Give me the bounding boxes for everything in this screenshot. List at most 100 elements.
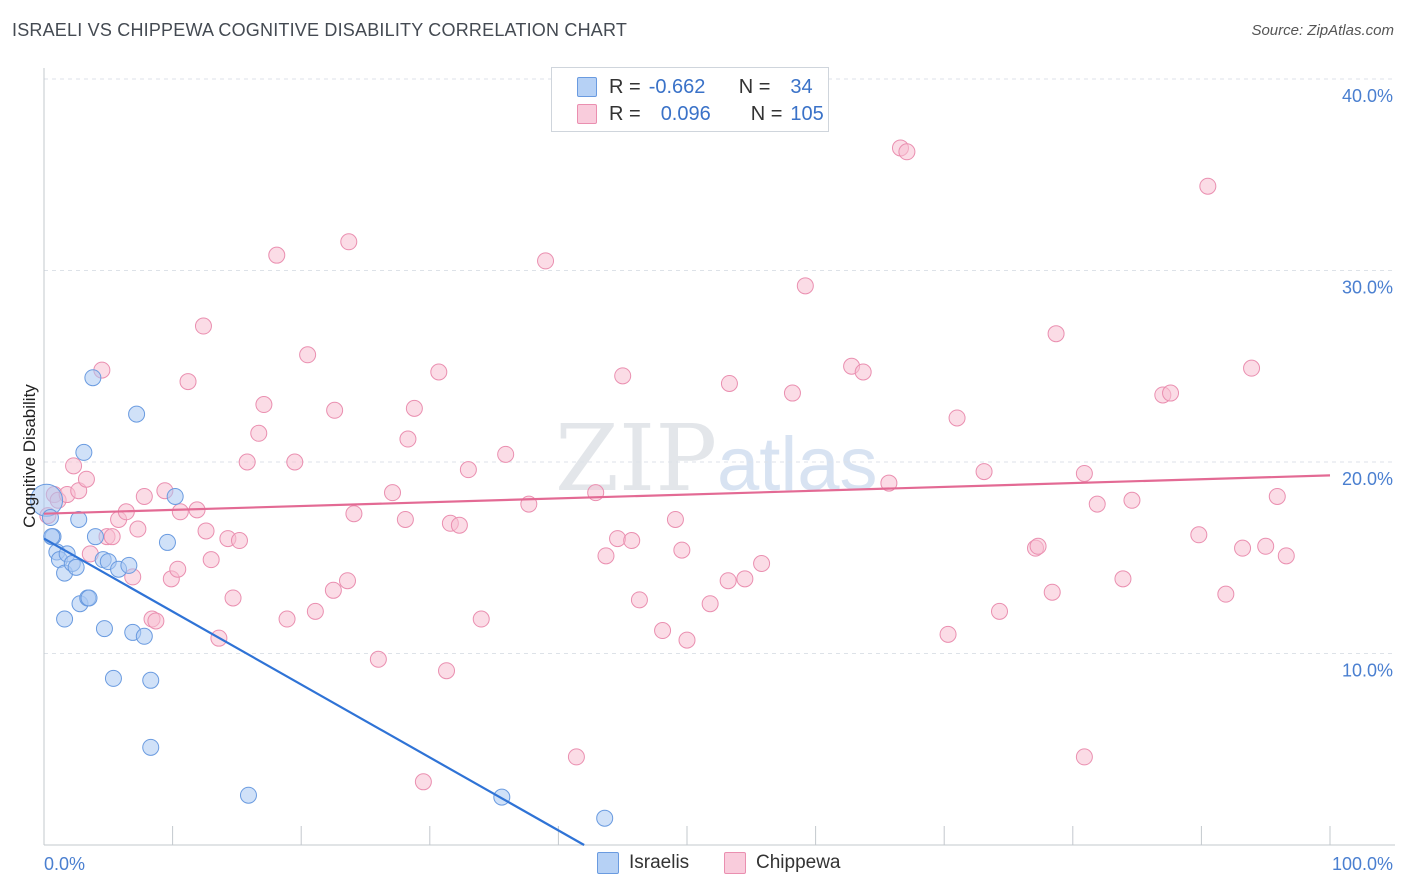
israelis-point [86, 528, 104, 546]
bottom-legend: Israelis Chippewa [0, 852, 1406, 878]
chippewa-point [614, 367, 632, 385]
israelis-swatch [577, 77, 597, 97]
y-tick-label: 40.0% [1342, 86, 1393, 106]
chippewa-point [1029, 537, 1047, 555]
chippewa-point [202, 551, 220, 569]
israelis-point [84, 369, 102, 387]
chippewa-point [268, 246, 286, 264]
legend-r-label: R = [609, 75, 641, 98]
y-tick-label: 20.0% [1342, 469, 1393, 489]
chippewa-point [326, 401, 344, 419]
chippewa-point [623, 532, 641, 550]
chippewa-point [430, 363, 448, 381]
axes [43, 68, 1395, 846]
chippewa-swatch [724, 852, 746, 874]
chippewa-label: Chippewa [756, 852, 841, 873]
chippewa-point [147, 612, 165, 630]
chippewa-point [338, 572, 356, 590]
y-tick-label: 10.0% [1342, 661, 1393, 681]
legend-row-israelis: R = -0.662 N = 34 [552, 73, 813, 101]
chippewa-point [324, 581, 342, 599]
chart-title: ISRAELI VS CHIPPEWA COGNITIVE DISABILITY… [12, 20, 628, 40]
israelis-point [56, 610, 74, 628]
chippewa-point [169, 560, 187, 578]
chippewa-point [1190, 526, 1208, 544]
israelis-point [75, 443, 93, 461]
chippewa-point [854, 363, 872, 381]
chippewa-point [1234, 539, 1252, 557]
chippewa-point [1047, 325, 1065, 343]
chippewa-point [299, 346, 317, 364]
chippewa-point [224, 589, 242, 607]
legend: R = -0.662 N = 34 R = 0.096 N = 105 [551, 67, 829, 132]
chippewa-point [129, 520, 147, 538]
chippewa-point [135, 487, 153, 505]
chippewa-swatch [577, 104, 597, 124]
chippewa-point [255, 396, 273, 414]
israelis-point [95, 620, 113, 638]
chippewa-point [1075, 748, 1093, 766]
chippewa-point [1123, 491, 1141, 509]
chippewa-point [1199, 177, 1217, 195]
chippewa-point [1277, 547, 1295, 565]
israelis-point [596, 809, 614, 827]
israelis-series [30, 369, 614, 827]
chippewa-point [719, 572, 737, 590]
tick-labels: 10.0% 20.0% 30.0% 40.0% 0.0% 100.0% [44, 86, 1393, 874]
chippewa-point [567, 748, 585, 766]
chippewa-point [630, 591, 648, 609]
israelis-point [142, 671, 160, 689]
israelis-point [67, 558, 85, 576]
bottom-legend-chippewa: Chippewa [724, 852, 841, 874]
legend-n-label: N = [738, 75, 771, 98]
israelis-point [120, 556, 138, 574]
chippewa-point [65, 457, 83, 475]
chippewa-point [286, 453, 304, 471]
chippewa-point [666, 510, 684, 528]
chippewa-point [736, 570, 754, 588]
chippewa-point [1162, 384, 1180, 402]
chippewa-point [497, 445, 515, 463]
chippewa-point [171, 503, 189, 521]
chippewa-point [975, 463, 993, 481]
israelis-swatch [597, 852, 619, 874]
chippewa-point [414, 773, 432, 791]
chippewa-point [1217, 585, 1235, 603]
chippewa-point [472, 610, 490, 628]
chippewa-point [1257, 537, 1275, 555]
chippewa-point [450, 516, 468, 534]
y-axis-label: Cognitive Disability [20, 384, 39, 528]
chippewa-point [179, 373, 197, 391]
chippewa-point [238, 453, 256, 471]
chippewa-point [796, 277, 814, 295]
israelis-point [41, 509, 59, 527]
chippewa-point [1043, 583, 1061, 601]
chippewa-point [537, 252, 555, 270]
y-tick-label: 30.0% [1342, 278, 1393, 298]
legend-row-chippewa: R = 0.096 N = 105 [552, 100, 824, 128]
chippewa-point [369, 650, 387, 668]
chippewa-point [194, 317, 212, 335]
legend-n-value: 34 [790, 75, 813, 98]
israelis-trend-line [43, 537, 585, 846]
chippewa-point [399, 430, 417, 448]
chippewa-point [230, 532, 248, 550]
legend-r-value: 0.096 [660, 102, 711, 125]
chippewa-point [77, 470, 95, 488]
chippewa-point [783, 384, 801, 402]
chippewa-point [701, 595, 719, 613]
legend-r-label: R = [609, 102, 641, 125]
chippewa-point [103, 528, 121, 546]
chippewa-point [678, 631, 696, 649]
chippewa-point [438, 662, 456, 680]
chippewa-point [1268, 487, 1286, 505]
chippewa-point [197, 522, 215, 540]
bottom-legend-israelis: Israelis [597, 852, 689, 874]
source-label: Source: ZipAtlas.com [1251, 22, 1394, 39]
israelis-point [128, 405, 146, 423]
israelis-point [70, 510, 88, 528]
israelis-point [158, 533, 176, 551]
chippewa-point [654, 622, 672, 640]
chippewa-point [880, 474, 898, 492]
